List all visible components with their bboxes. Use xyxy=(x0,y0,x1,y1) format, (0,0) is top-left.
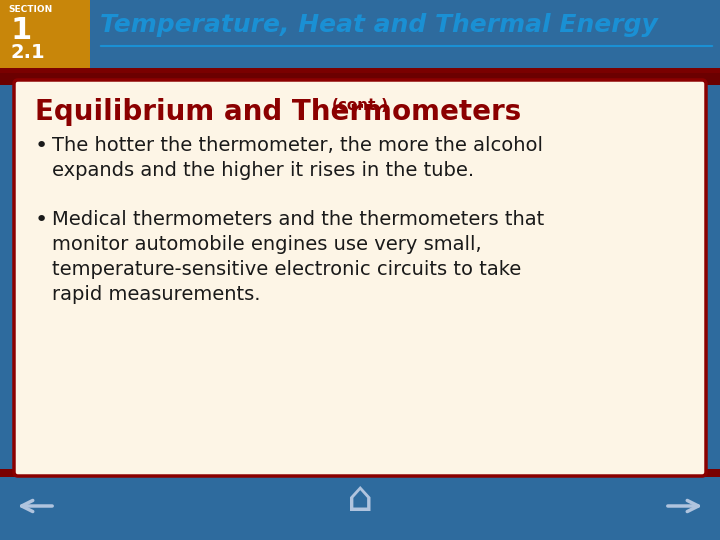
Text: 2.1: 2.1 xyxy=(10,43,45,62)
Text: The hotter the thermometer, the more the alcohol
expands and the higher it rises: The hotter the thermometer, the more the… xyxy=(52,136,543,180)
FancyBboxPatch shape xyxy=(0,73,720,85)
Text: Temperature, Heat and Thermal Energy: Temperature, Heat and Thermal Energy xyxy=(100,13,658,37)
Text: Medical thermometers and the thermometers that
monitor automobile engines use ve: Medical thermometers and the thermometer… xyxy=(52,210,544,304)
Text: •: • xyxy=(35,210,48,230)
FancyBboxPatch shape xyxy=(0,0,90,75)
Text: ⌂: ⌂ xyxy=(347,478,373,520)
Text: •: • xyxy=(35,136,48,156)
FancyBboxPatch shape xyxy=(14,80,706,476)
FancyBboxPatch shape xyxy=(0,469,720,477)
Text: (cont.): (cont.) xyxy=(332,98,389,113)
FancyBboxPatch shape xyxy=(90,0,720,50)
Text: SECTION: SECTION xyxy=(8,5,53,14)
Text: 1: 1 xyxy=(10,16,31,45)
Text: Equilibrium and Thermometers: Equilibrium and Thermometers xyxy=(35,98,521,126)
FancyBboxPatch shape xyxy=(0,68,720,80)
FancyBboxPatch shape xyxy=(0,472,720,540)
